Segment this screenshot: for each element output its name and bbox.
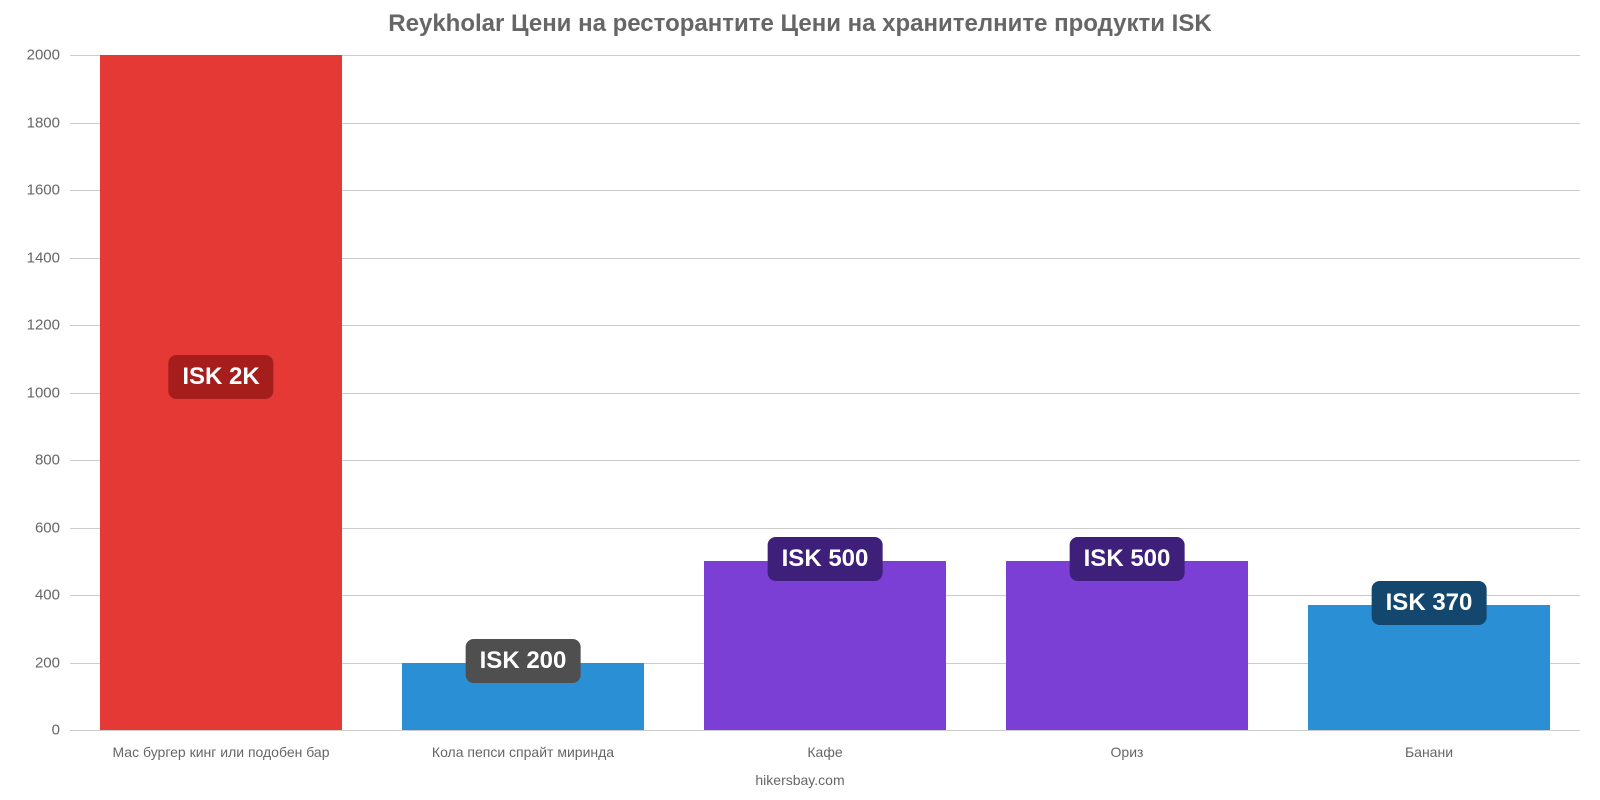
x-tick-label: Мас бургер кинг или подобен бар xyxy=(70,744,372,760)
bar: ISK 370 xyxy=(1308,605,1550,730)
value-badge: ISK 2K xyxy=(168,355,273,399)
y-tick-label: 1600 xyxy=(27,182,70,199)
y-tick-label: 1200 xyxy=(27,317,70,334)
bar-slot: ISK 500 xyxy=(976,55,1278,730)
bars-group: ISK 2KISK 200ISK 500ISK 500ISK 370 xyxy=(70,55,1580,730)
chart-container: Reykholar Цени на ресторантите Цени на х… xyxy=(0,0,1600,800)
bar-slot: ISK 370 xyxy=(1278,55,1580,730)
plot-area: 0200400600800100012001400160018002000 IS… xyxy=(70,55,1580,730)
y-tick-label: 400 xyxy=(35,587,70,604)
value-badge: ISK 200 xyxy=(466,639,581,683)
x-tick-label: Кафе xyxy=(674,744,976,760)
y-tick-label: 1800 xyxy=(27,114,70,131)
chart-footer: hikersbay.com xyxy=(0,772,1600,788)
y-tick-label: 1000 xyxy=(27,384,70,401)
x-axis-labels: Мас бургер кинг или подобен барКола пепс… xyxy=(70,744,1580,760)
gridline xyxy=(70,730,1580,731)
bar-slot: ISK 2K xyxy=(70,55,372,730)
y-tick-label: 600 xyxy=(35,519,70,536)
value-badge: ISK 370 xyxy=(1372,581,1487,625)
bar: ISK 500 xyxy=(704,561,946,730)
y-tick-label: 2000 xyxy=(27,47,70,64)
bar: ISK 500 xyxy=(1006,561,1248,730)
value-badge: ISK 500 xyxy=(1070,537,1185,581)
bar: ISK 2K xyxy=(100,55,342,730)
chart-title: Reykholar Цени на ресторантите Цени на х… xyxy=(0,10,1600,38)
bar-slot: ISK 500 xyxy=(674,55,976,730)
bar-slot: ISK 200 xyxy=(372,55,674,730)
y-tick-label: 0 xyxy=(52,722,70,739)
value-badge: ISK 500 xyxy=(768,537,883,581)
x-tick-label: Кола пепси спрайт миринда xyxy=(372,744,674,760)
bar: ISK 200 xyxy=(402,663,644,731)
x-tick-label: Банани xyxy=(1278,744,1580,760)
y-tick-label: 800 xyxy=(35,452,70,469)
y-tick-label: 1400 xyxy=(27,249,70,266)
y-tick-label: 200 xyxy=(35,654,70,671)
x-tick-label: Ориз xyxy=(976,744,1278,760)
